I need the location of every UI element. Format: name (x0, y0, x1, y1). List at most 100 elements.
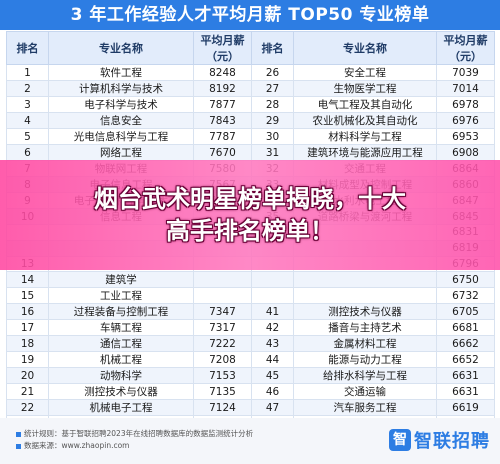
cell-rank: 27 (251, 80, 294, 97)
table-row: 15 工业工程 6732 (6, 287, 495, 305)
cell-salary: 6619 (436, 399, 495, 417)
cell-salary: 7347 (193, 303, 252, 321)
cell-major (293, 271, 437, 289)
cell-rank: 43 (251, 335, 294, 353)
table-row: 14 建筑学 6750 (6, 271, 495, 289)
cell-salary: 7039 (436, 64, 495, 81)
cell-rank: 6 (6, 144, 49, 161)
cell-rank: 2 (6, 80, 49, 97)
footer: 统计规则：基于智联招聘2023年在线招聘数据库的数据监测统计分析 数据来源：ww… (0, 418, 500, 464)
cell-rank: 15 (6, 287, 49, 305)
cell-rank: 42 (251, 319, 294, 337)
cell-salary: 6681 (436, 319, 495, 337)
header-rank: 排名 (251, 31, 294, 65)
cell-major (293, 287, 437, 305)
table-row: 19 机械工程 7208 44 能源与动力工程 6652 (6, 351, 495, 369)
table-row: 1 软件工程 8248 26 安全工程 7039 (6, 64, 495, 81)
cell-salary: 6908 (436, 144, 495, 161)
cell-major: 动物科学 (48, 367, 194, 385)
cell-major: 播音与主持艺术 (293, 319, 437, 337)
cell-salary: 7787 (193, 128, 252, 145)
cell-salary: 6705 (436, 303, 495, 321)
cell-rank: 1 (6, 64, 49, 81)
cell-rank: 30 (251, 128, 294, 145)
cell-rank: 22 (6, 399, 49, 417)
cell-major: 机械电子工程 (48, 399, 194, 417)
cell-rank: 45 (251, 367, 294, 385)
cell-salary: 7208 (193, 351, 252, 369)
cell-rank: 20 (6, 367, 49, 385)
cell-major: 测控技术与仪器 (293, 303, 437, 321)
header-major: 专业名称 (48, 31, 194, 65)
table-header-row: 排名 专业名称 平均月薪（元） 排名 专业名称 平均月薪（元） (6, 31, 495, 65)
table-row: 6 网络工程 7670 31 建筑环境与能源应用工程 6908 (6, 144, 495, 161)
cell-rank: 26 (251, 64, 294, 81)
cell-salary: 7843 (193, 112, 252, 129)
cell-rank: 28 (251, 96, 294, 113)
cell-rank (251, 271, 294, 289)
cell-major: 光电信息科学与工程 (48, 128, 194, 145)
cell-major: 工业工程 (48, 287, 194, 305)
cell-rank: 29 (251, 112, 294, 129)
cell-rank: 44 (251, 351, 294, 369)
cell-major: 建筑学 (48, 271, 194, 289)
cell-major: 网络工程 (48, 144, 194, 161)
cell-rank: 47 (251, 399, 294, 417)
cell-rank: 41 (251, 303, 294, 321)
headline-line-2: 高手排名榜单！ (166, 217, 334, 245)
cell-major: 交通运输 (293, 383, 437, 401)
cell-salary: 7135 (193, 383, 252, 401)
cell-major: 金属材料工程 (293, 335, 437, 353)
cell-major: 过程装备与控制工程 (48, 303, 194, 321)
table-row: 2 计算机科学与技术 8192 27 生物医学工程 7014 (6, 80, 495, 97)
table-row: 21 测控技术与仪器 7135 46 交通运输 6631 (6, 383, 495, 401)
cell-salary: 6662 (436, 335, 495, 353)
cell-salary: 6652 (436, 351, 495, 369)
table-row: 3 电子科学与技术 7877 28 电气工程及其自动化 6978 (6, 96, 495, 113)
header-major: 专业名称 (293, 31, 437, 65)
cell-salary (193, 271, 252, 289)
cell-major: 给排水科学与工程 (293, 367, 437, 385)
cell-major: 汽车服务工程 (293, 399, 437, 417)
cell-major: 材料科学与工程 (293, 128, 437, 145)
cell-salary: 7014 (436, 80, 495, 97)
cell-rank: 14 (6, 271, 49, 289)
cell-salary: 6953 (436, 128, 495, 145)
cell-major: 生物医学工程 (293, 80, 437, 97)
cell-salary: 7124 (193, 399, 252, 417)
cell-rank: 16 (6, 303, 49, 321)
table-row: 17 车辆工程 7317 42 播音与主持艺术 6681 (6, 319, 495, 337)
cell-major: 通信工程 (48, 335, 194, 353)
cell-major: 建筑环境与能源应用工程 (293, 144, 437, 161)
cell-rank: 18 (6, 335, 49, 353)
cell-salary: 7222 (193, 335, 252, 353)
header-salary: 平均月薪（元） (193, 31, 252, 65)
zhaopin-logo: 智 智联招聘 (389, 427, 490, 453)
footer-note-source: 数据来源：www.zhaopin.com (16, 440, 129, 451)
cell-major: 软件工程 (48, 64, 194, 81)
cell-salary: 7153 (193, 367, 252, 385)
header-rank: 排名 (6, 31, 49, 65)
cell-salary: 7877 (193, 96, 252, 113)
cell-salary: 8192 (193, 80, 252, 97)
cell-major: 机械工程 (48, 351, 194, 369)
cell-rank (251, 287, 294, 305)
table-row: 5 光电信息科学与工程 7787 30 材料科学与工程 6953 (6, 128, 495, 145)
cell-rank: 3 (6, 96, 49, 113)
cell-major: 电子科学与技术 (48, 96, 194, 113)
page-title: 3 年工作经验人才平均月薪 TOP50 专业榜单 (0, 0, 500, 30)
cell-major: 计算机科学与技术 (48, 80, 194, 97)
cell-salary: 6732 (436, 287, 495, 305)
cell-salary: 8248 (193, 64, 252, 81)
cell-salary: 6631 (436, 367, 495, 385)
cell-rank: 21 (6, 383, 49, 401)
logo-mark-icon: 智 (389, 429, 411, 451)
table-row: 18 通信工程 7222 43 金属材料工程 6662 (6, 335, 495, 353)
header-salary: 平均月薪（元） (436, 31, 495, 65)
footer-note-rule-text: 统计规则：基于智联招聘2023年在线招聘数据库的数据监测统计分析 (24, 429, 254, 438)
cell-salary: 6750 (436, 271, 495, 289)
cell-rank: 4 (6, 112, 49, 129)
cell-major: 车辆工程 (48, 319, 194, 337)
table-row: 4 信息安全 7843 29 农业机械化及其自动化 6976 (6, 112, 495, 129)
logo-text: 智联招聘 (414, 431, 490, 452)
